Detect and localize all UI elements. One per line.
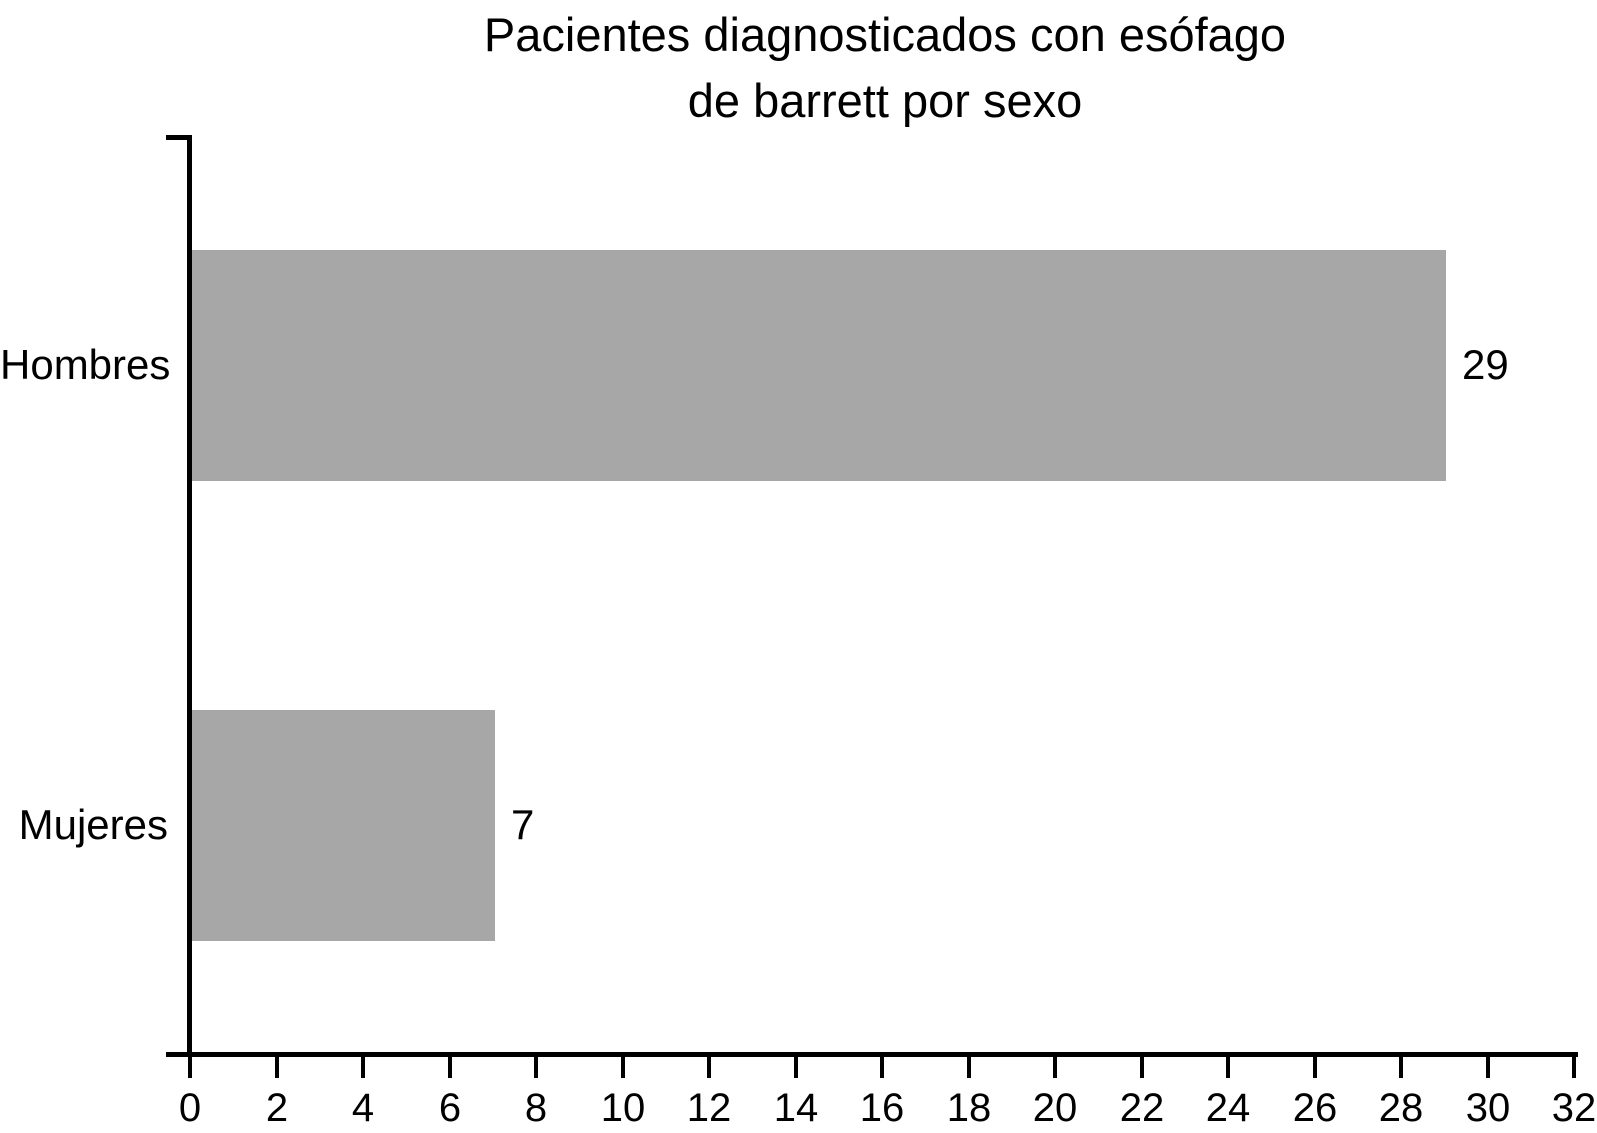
x-axis-tick-label: 12 bbox=[686, 1086, 732, 1130]
x-axis-tick-label: 26 bbox=[1292, 1086, 1338, 1130]
x-axis-tick-label: 0 bbox=[178, 1086, 202, 1130]
x-axis-tick-label: 4 bbox=[351, 1086, 375, 1130]
x-axis-tick bbox=[1572, 1053, 1576, 1078]
x-axis-tick bbox=[1313, 1053, 1317, 1078]
x-axis-tick bbox=[1140, 1053, 1144, 1078]
x-axis-tick-label: 10 bbox=[600, 1086, 646, 1130]
category-label: Mujeres bbox=[18, 801, 168, 848]
chart-title-line-1: Pacientes diagnosticados con esófago bbox=[483, 8, 1287, 61]
x-axis-tick bbox=[880, 1053, 884, 1078]
chart-title: Pacientes diagnosticados con esófago de … bbox=[190, 2, 1580, 134]
bar-mujeres bbox=[192, 710, 495, 941]
x-axis-tick bbox=[188, 1053, 192, 1078]
x-axis-tick-label: 18 bbox=[946, 1086, 992, 1130]
x-axis-tick bbox=[1486, 1053, 1490, 1078]
x-axis-tick-label: 16 bbox=[859, 1086, 905, 1130]
category-label: Hombres bbox=[0, 341, 171, 388]
x-axis-tick-label: 24 bbox=[1205, 1086, 1251, 1130]
bar-hombres bbox=[192, 250, 1446, 481]
x-axis-tick bbox=[1053, 1053, 1057, 1078]
x-axis-tick bbox=[1399, 1053, 1403, 1078]
x-axis-line bbox=[166, 1052, 1578, 1057]
x-axis-tick-label: 32 bbox=[1551, 1086, 1597, 1130]
x-axis-tick bbox=[1226, 1053, 1230, 1078]
y-axis-end-tick bbox=[166, 135, 190, 140]
x-axis-tick bbox=[707, 1053, 711, 1078]
x-axis-tick-label: 28 bbox=[1378, 1086, 1424, 1130]
x-axis-tick-label: 30 bbox=[1465, 1086, 1511, 1130]
x-axis-tick bbox=[448, 1053, 452, 1078]
x-axis-tick bbox=[967, 1053, 971, 1078]
x-axis-tick-label: 14 bbox=[773, 1086, 819, 1130]
x-axis-tick-label: 2 bbox=[265, 1086, 289, 1130]
x-axis-tick bbox=[621, 1053, 625, 1078]
x-axis-tick-label: 6 bbox=[438, 1086, 462, 1130]
x-axis-tick bbox=[794, 1053, 798, 1078]
chart-title-line-2: de barrett por sexo bbox=[687, 74, 1083, 127]
x-axis-tick bbox=[275, 1053, 279, 1078]
x-axis-tick-label: 22 bbox=[1119, 1086, 1165, 1130]
x-axis-tick-label: 8 bbox=[524, 1086, 548, 1130]
x-axis-tick bbox=[534, 1053, 538, 1078]
y-axis-line bbox=[187, 135, 192, 1057]
x-axis-tick bbox=[361, 1053, 365, 1078]
x-axis-tick-label: 20 bbox=[1032, 1086, 1078, 1130]
value-label: 7 bbox=[511, 801, 535, 848]
value-label: 29 bbox=[1462, 341, 1509, 388]
